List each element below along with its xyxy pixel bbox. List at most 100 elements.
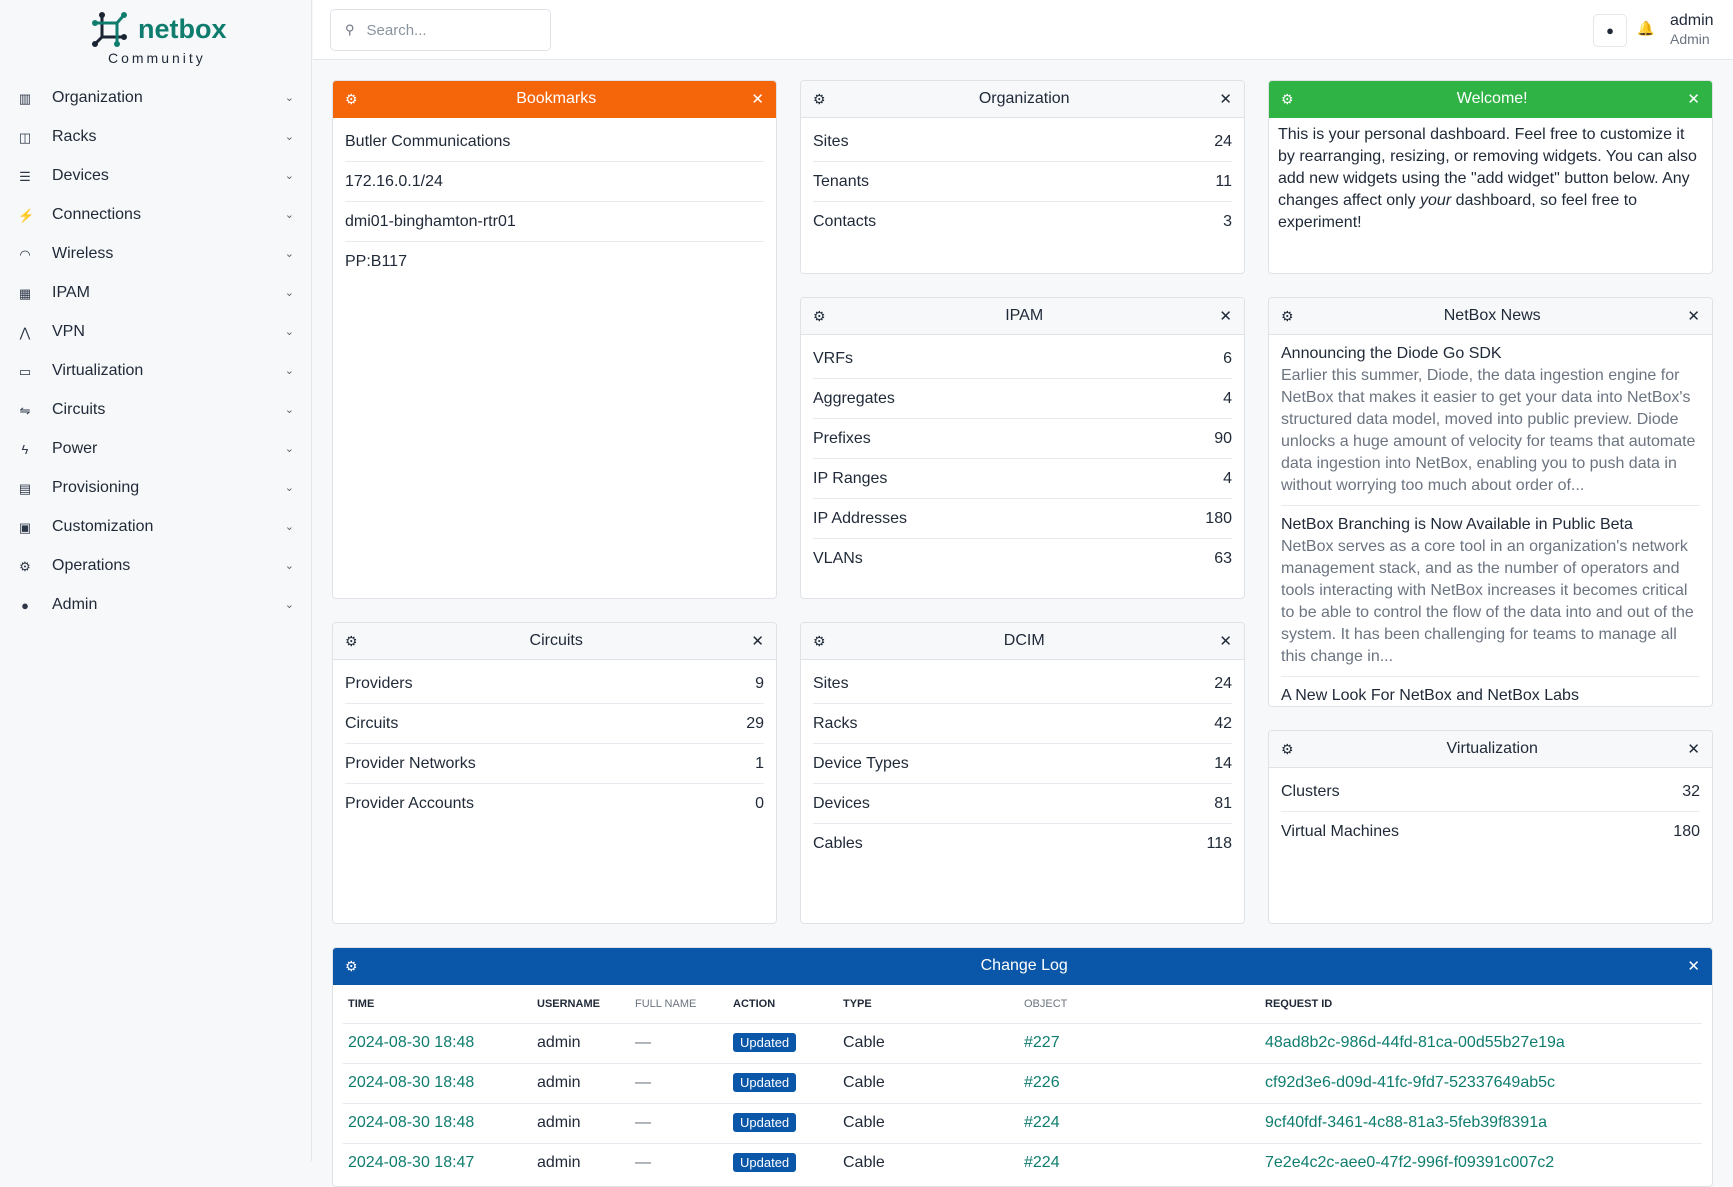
stat-row[interactable]: Circuits 29: [345, 704, 764, 744]
circuits-widget: ⚙ Circuits ✕ Providers 9 Circuits 29 Provider …: [332, 622, 777, 924]
stat-label: Devices: [813, 794, 870, 812]
stat-count: 29: [746, 714, 764, 732]
gear-icon[interactable]: ⚙: [1281, 740, 1294, 757]
close-icon[interactable]: ✕: [1219, 91, 1232, 108]
gear-icon[interactable]: ⚙: [813, 90, 826, 107]
column-header[interactable]: TYPE: [843, 997, 872, 1010]
bookmark-item[interactable]: dmi01-binghamton-rtr01: [345, 202, 764, 242]
stat-row[interactable]: Cables 118: [813, 824, 1232, 864]
column-header[interactable]: TIME: [348, 997, 375, 1010]
stat-label: Prefixes: [813, 429, 871, 447]
netbox-logo[interactable]: netbox Community: [92, 12, 227, 68]
gear-icon[interactable]: ⚙: [345, 90, 358, 107]
stat-row[interactable]: VRFs 6: [813, 339, 1232, 379]
sidebar-item-vpn[interactable]: ⋀ VPN ⌄: [0, 312, 312, 351]
sidebar-item-virtualization[interactable]: ▭ Virtualization ⌄: [0, 351, 312, 390]
stat-row[interactable]: Sites 24: [813, 122, 1232, 162]
stat-row[interactable]: Virtual Machines 180: [1281, 812, 1700, 852]
sidebar-item-provisioning[interactable]: ▤ Provisioning ⌄: [0, 468, 312, 507]
time-link[interactable]: 2024-08-30 18:48: [348, 1114, 475, 1131]
news-widget: ⚙ NetBox News ✕ Announcing the Diode Go SD…: [1268, 297, 1713, 707]
time-link[interactable]: 2024-08-30 18:48: [348, 1074, 475, 1091]
sidebar-item-label: Connections: [52, 205, 141, 223]
request-id-link[interactable]: 48ad8b2c-986d-44fd-81ca-00d55b27e19a: [1265, 1034, 1565, 1051]
sidebar-item-power[interactable]: ϟ Power ⌄: [0, 429, 312, 468]
stat-row[interactable]: VLANs 63: [813, 539, 1232, 579]
bookmark-item[interactable]: 172.16.0.1/24: [345, 162, 764, 202]
close-icon[interactable]: ✕: [1687, 958, 1700, 975]
action-badge: Updated: [733, 1033, 797, 1052]
stat-row[interactable]: Contacts 3: [813, 202, 1232, 242]
stat-row[interactable]: Provider Accounts 0: [345, 784, 764, 824]
sidebar-item-operations[interactable]: ⚙ Operations ⌄: [0, 546, 312, 585]
close-icon[interactable]: ✕: [1687, 741, 1700, 758]
object-link[interactable]: #224: [1024, 1154, 1060, 1172]
bookmark-item[interactable]: PP:B117: [345, 242, 764, 282]
stat-row[interactable]: Providers 9: [345, 664, 764, 704]
news-item[interactable]: A New Look For NetBox and NetBox Labs: [1281, 685, 1700, 705]
column-header[interactable]: REQUEST ID: [1265, 997, 1333, 1010]
widget-title: Organization: [978, 90, 1070, 107]
news-title[interactable]: A New Look For NetBox and NetBox Labs: [1281, 687, 1579, 704]
column-header[interactable]: FULL NAME: [635, 997, 697, 1010]
close-icon[interactable]: ✕: [1219, 633, 1232, 650]
bell-icon[interactable]: 🔔: [1637, 20, 1655, 36]
object-link[interactable]: #227: [1024, 1034, 1060, 1051]
stat-row[interactable]: IP Addresses 180: [813, 499, 1232, 539]
sidebar-item-connections[interactable]: ⚡ Connections ⌄: [0, 195, 312, 234]
stat-row[interactable]: Sites 24: [813, 664, 1232, 704]
sidebar-item-wireless[interactable]: ◠ Wireless ⌄: [0, 234, 312, 273]
sidebar-item-customization[interactable]: ▣ Customization ⌄: [0, 507, 312, 546]
gear-icon[interactable]: ⚙: [345, 957, 358, 974]
sidebar-item-circuits[interactable]: ⇋ Circuits ⌄: [0, 390, 312, 429]
search-box[interactable]: ⚲: [330, 9, 551, 51]
building-icon: ▥: [18, 91, 32, 106]
sidebar-item-devices[interactable]: ☰ Devices ⌄: [0, 156, 312, 195]
stat-row[interactable]: Aggregates 4: [813, 379, 1232, 419]
stat-row[interactable]: Devices 81: [813, 784, 1232, 824]
news-item[interactable]: NetBox Branching is Now Available in Pub…: [1281, 514, 1700, 677]
stat-row[interactable]: Device Types 14: [813, 744, 1232, 784]
stat-row[interactable]: Prefixes 90: [813, 419, 1232, 459]
request-id-link[interactable]: 7e2e4c2c-aee0-47f2-996f-f09391c007c2: [1265, 1154, 1555, 1172]
request-id-link[interactable]: 9cf40fdf-3461-4c88-81a3-5feb39f8391a: [1265, 1114, 1547, 1131]
sidebar-item-racks[interactable]: ◫ Racks ⌄: [0, 117, 312, 156]
stat-row[interactable]: IP Ranges 4: [813, 459, 1232, 499]
close-icon[interactable]: ✕: [751, 91, 764, 108]
gear-icon[interactable]: ⚙: [1281, 90, 1294, 107]
column-header[interactable]: OBJECT: [1024, 997, 1068, 1010]
table-row: 2024-08-30 18:48 admin — Updated Cable #…: [343, 1102, 1702, 1143]
stat-row[interactable]: Racks 42: [813, 704, 1232, 744]
gear-icon[interactable]: ⚙: [345, 632, 358, 649]
request-id-link[interactable]: cf92d3e6-d09d-41fc-9fd7-52337649ab5c: [1265, 1074, 1556, 1091]
close-icon[interactable]: ✕: [751, 633, 764, 650]
user-menu[interactable]: admin Admin: [1670, 12, 1714, 47]
gear-icon[interactable]: ⚙: [813, 632, 826, 649]
stat-row[interactable]: Tenants 11: [813, 162, 1232, 202]
gear-icon[interactable]: ⚙: [1281, 307, 1294, 324]
sidebar-item-admin[interactable]: ● Admin ⌄: [0, 585, 312, 624]
close-icon[interactable]: ✕: [1219, 308, 1232, 325]
object-link[interactable]: #224: [1024, 1114, 1060, 1131]
changelog-table: TIME USERNAME FULL NAME ACTION TYPE OBJECT REQ…: [343, 985, 1702, 1183]
close-icon[interactable]: ✕: [1687, 91, 1700, 108]
close-icon[interactable]: ✕: [1687, 308, 1700, 325]
vpn-icon: ⋀: [19, 325, 31, 340]
object-link[interactable]: #226: [1024, 1074, 1060, 1091]
bookmark-item[interactable]: Butler Communications: [345, 122, 764, 162]
news-title[interactable]: NetBox Branching is Now Available in Pub…: [1281, 516, 1633, 533]
sidebar-item-organization[interactable]: ▥ Organization ⌄: [0, 78, 312, 117]
column-header[interactable]: USERNAME: [537, 997, 600, 1010]
lightbulb-button[interactable]: ●: [1593, 14, 1627, 47]
stat-row[interactable]: Provider Networks 1: [345, 744, 764, 784]
search-input[interactable]: [366, 21, 527, 39]
time-link[interactable]: 2024-08-30 18:48: [348, 1034, 475, 1051]
sidebar-item-ipam[interactable]: ▦ IPAM ⌄: [0, 273, 312, 312]
stat-count: 180: [1673, 823, 1700, 840]
news-title[interactable]: Announcing the Diode Go SDK: [1281, 345, 1502, 362]
stat-row[interactable]: Clusters 32: [1281, 772, 1700, 812]
news-item[interactable]: Announcing the Diode Go SDK Earlier this …: [1281, 343, 1700, 506]
gear-icon[interactable]: ⚙: [813, 307, 826, 324]
time-link[interactable]: 2024-08-30 18:47: [348, 1154, 475, 1172]
column-header[interactable]: ACTION: [733, 997, 776, 1010]
